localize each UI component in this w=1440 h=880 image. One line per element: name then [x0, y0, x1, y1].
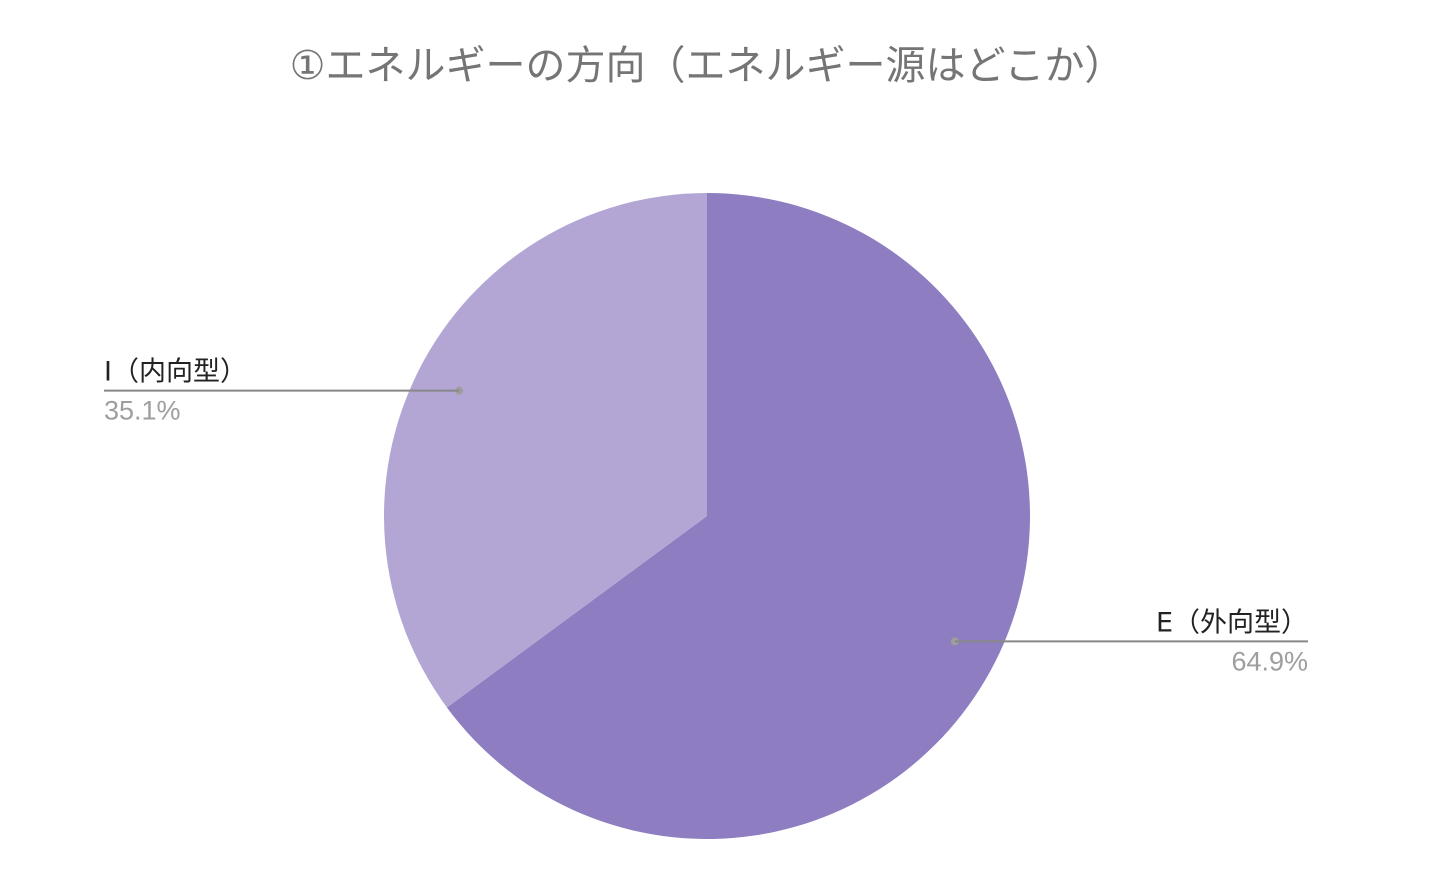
slice-label-0: E（外向型） — [1156, 607, 1308, 638]
pie-slice-1 — [384, 193, 707, 708]
chart-title: ①エネルギーの方向（エネルギー源はどこか） — [290, 43, 1125, 89]
pie-slice-0 — [446, 193, 1031, 840]
pie-slices — [384, 193, 1031, 840]
slice-percent-1: 35.1% — [104, 396, 181, 426]
slice-label-1: I（内向型） — [104, 357, 247, 388]
slice-percent-0: 64.9% — [1231, 646, 1308, 676]
pie-labels: E（外向型） 64.9% I（内向型） 35.1% — [104, 357, 1308, 676]
